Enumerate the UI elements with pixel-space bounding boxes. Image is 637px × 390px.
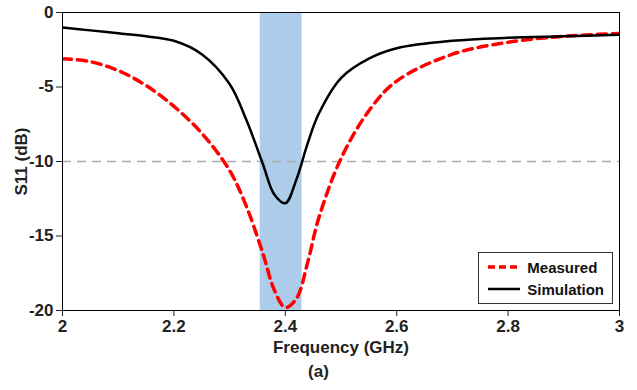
svg-text:-5: -5 <box>38 77 53 96</box>
svg-text:0: 0 <box>44 3 53 22</box>
html-text:Simulation: Simulation <box>527 280 604 298</box>
html-text:Measured: Measured <box>527 258 598 276</box>
svg-text:2.4: 2.4 <box>273 317 297 336</box>
svg-text:S11 (dB): S11 (dB) <box>12 127 31 195</box>
svg-text:2.2: 2.2 <box>162 317 186 336</box>
svg-text:-15: -15 <box>29 226 54 245</box>
svg-text:-20: -20 <box>29 301 54 320</box>
svg-text:-10: -10 <box>29 152 54 171</box>
svg-text:Frequency (GHz): Frequency (GHz) <box>273 338 409 357</box>
svg-text:3: 3 <box>615 317 624 336</box>
html-text:(a): (a) <box>308 362 329 381</box>
svg-text:2.8: 2.8 <box>496 317 520 336</box>
svg-text:2.6: 2.6 <box>385 317 409 336</box>
svg-text:2: 2 <box>58 317 67 336</box>
